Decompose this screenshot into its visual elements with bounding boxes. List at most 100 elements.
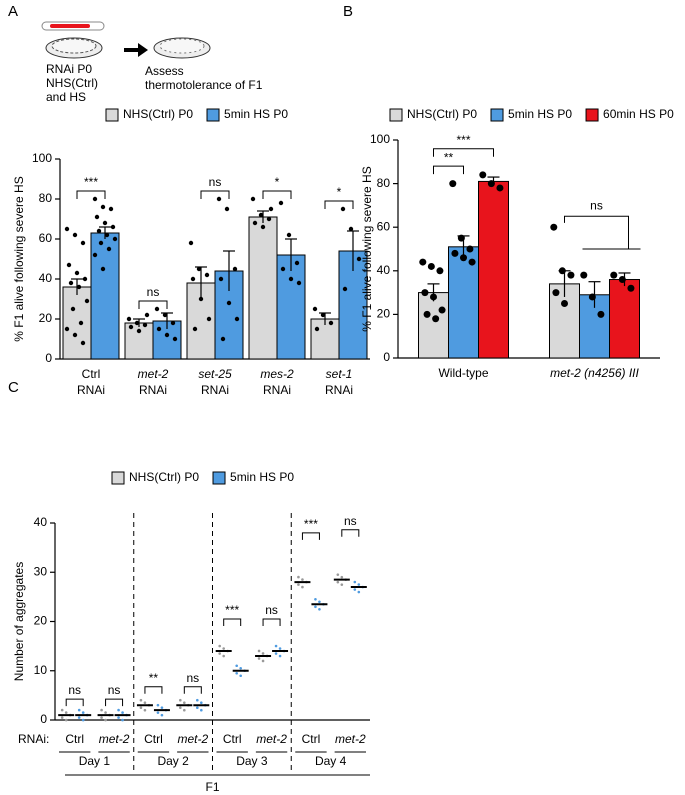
sig-label: ns — [147, 285, 160, 299]
data-point — [487, 180, 495, 188]
data-point — [268, 206, 274, 212]
data-point — [438, 306, 446, 314]
spread-dot — [301, 578, 304, 581]
data-point — [314, 326, 320, 332]
data-point — [457, 234, 465, 242]
spread-dot — [274, 652, 278, 655]
group-label: Day 2 — [157, 754, 189, 768]
sig-label: ns — [209, 175, 222, 189]
schematic-text: thermotolerance of F1 — [145, 78, 263, 92]
data-point — [451, 249, 459, 257]
sig-bracket — [262, 618, 281, 627]
data-point — [224, 206, 230, 212]
spread-dot — [139, 706, 143, 710]
y-tick-label: 60 — [377, 219, 391, 233]
sig-bracket — [341, 529, 360, 537]
legend-swatch — [111, 471, 125, 485]
spread-dot — [156, 711, 160, 714]
data-point — [142, 322, 148, 328]
schematic-text: and HS — [46, 90, 86, 104]
data-point — [496, 184, 504, 192]
data-point — [479, 171, 487, 179]
sig-bracket — [144, 686, 163, 694]
data-point — [82, 276, 88, 282]
data-point — [432, 315, 440, 323]
y-tick-label: 0 — [40, 712, 47, 726]
x-tick-label: RNAi — [139, 383, 167, 397]
data-point — [260, 224, 266, 230]
spread-dot — [257, 657, 261, 660]
sig-label: ns — [68, 683, 81, 697]
data-point — [234, 316, 240, 322]
data-point — [164, 332, 170, 338]
spread-dot — [357, 583, 361, 586]
panel-label: C — [8, 379, 19, 396]
spread-dot — [64, 711, 68, 714]
sig-label: *** — [456, 133, 470, 147]
sig-label: *** — [84, 175, 98, 189]
legend-swatch — [389, 108, 403, 122]
spread-dot — [60, 716, 64, 719]
data-point — [110, 224, 116, 230]
data-point — [74, 270, 80, 276]
schematic-text: RNAi P0 — [46, 62, 92, 76]
data-point — [144, 312, 150, 318]
spread-dot — [261, 659, 265, 663]
spread-dot — [81, 718, 85, 722]
data-point — [96, 228, 102, 234]
data-point — [342, 286, 348, 292]
bar — [609, 279, 640, 359]
spread-dot — [274, 644, 278, 648]
spread-dot — [239, 674, 242, 678]
sig-bracket — [138, 300, 168, 309]
data-point — [136, 328, 142, 334]
y-tick-label: 20 — [377, 307, 391, 321]
y-axis-label: % F1 alive following severe HS — [12, 176, 26, 341]
data-point — [288, 276, 294, 282]
spread-dot — [100, 708, 103, 712]
data-point — [468, 258, 476, 266]
y-tick-label: 20 — [39, 311, 53, 325]
spread-dot — [297, 583, 300, 586]
data-point — [128, 324, 134, 330]
data-point — [162, 312, 168, 318]
spread-dot — [100, 716, 103, 719]
data-point — [154, 306, 160, 312]
spread-dot — [121, 711, 124, 714]
data-point — [188, 240, 194, 246]
x-tick-label: Ctrl — [65, 732, 84, 746]
panel-label: A — [8, 3, 18, 20]
y-tick-label: 0 — [45, 351, 52, 365]
sig-label: ** — [149, 671, 159, 685]
spread-dot — [235, 671, 238, 675]
data-point — [427, 262, 435, 270]
panel-label: B — [343, 3, 353, 20]
data-point — [100, 266, 106, 272]
sig-label: *** — [304, 517, 318, 531]
data-point — [252, 220, 258, 226]
x-tick-label: met-2 — [99, 732, 130, 746]
spread-dot — [318, 600, 321, 604]
data-point — [588, 293, 596, 301]
sig-bracket — [433, 148, 494, 157]
x-tick-label: set-1 — [326, 367, 353, 381]
spread-dot — [318, 607, 321, 611]
arrow-head — [138, 43, 148, 57]
data-point — [72, 232, 78, 238]
worm-gut — [50, 24, 90, 28]
y-axis-label: Number of aggregates — [12, 562, 26, 681]
data-point — [552, 289, 560, 297]
sig-label: * — [337, 185, 342, 199]
data-point — [84, 298, 90, 304]
group-label: Day 4 — [315, 754, 347, 768]
data-point — [196, 266, 202, 272]
data-point — [340, 206, 346, 212]
data-point — [226, 300, 232, 306]
spread-dot — [196, 698, 199, 702]
data-point — [567, 271, 575, 279]
sig-label: *** — [225, 603, 239, 617]
data-point — [170, 320, 176, 326]
data-point — [192, 326, 198, 332]
group-label: Day 3 — [236, 754, 268, 768]
y-tick-label: 30 — [34, 564, 48, 578]
